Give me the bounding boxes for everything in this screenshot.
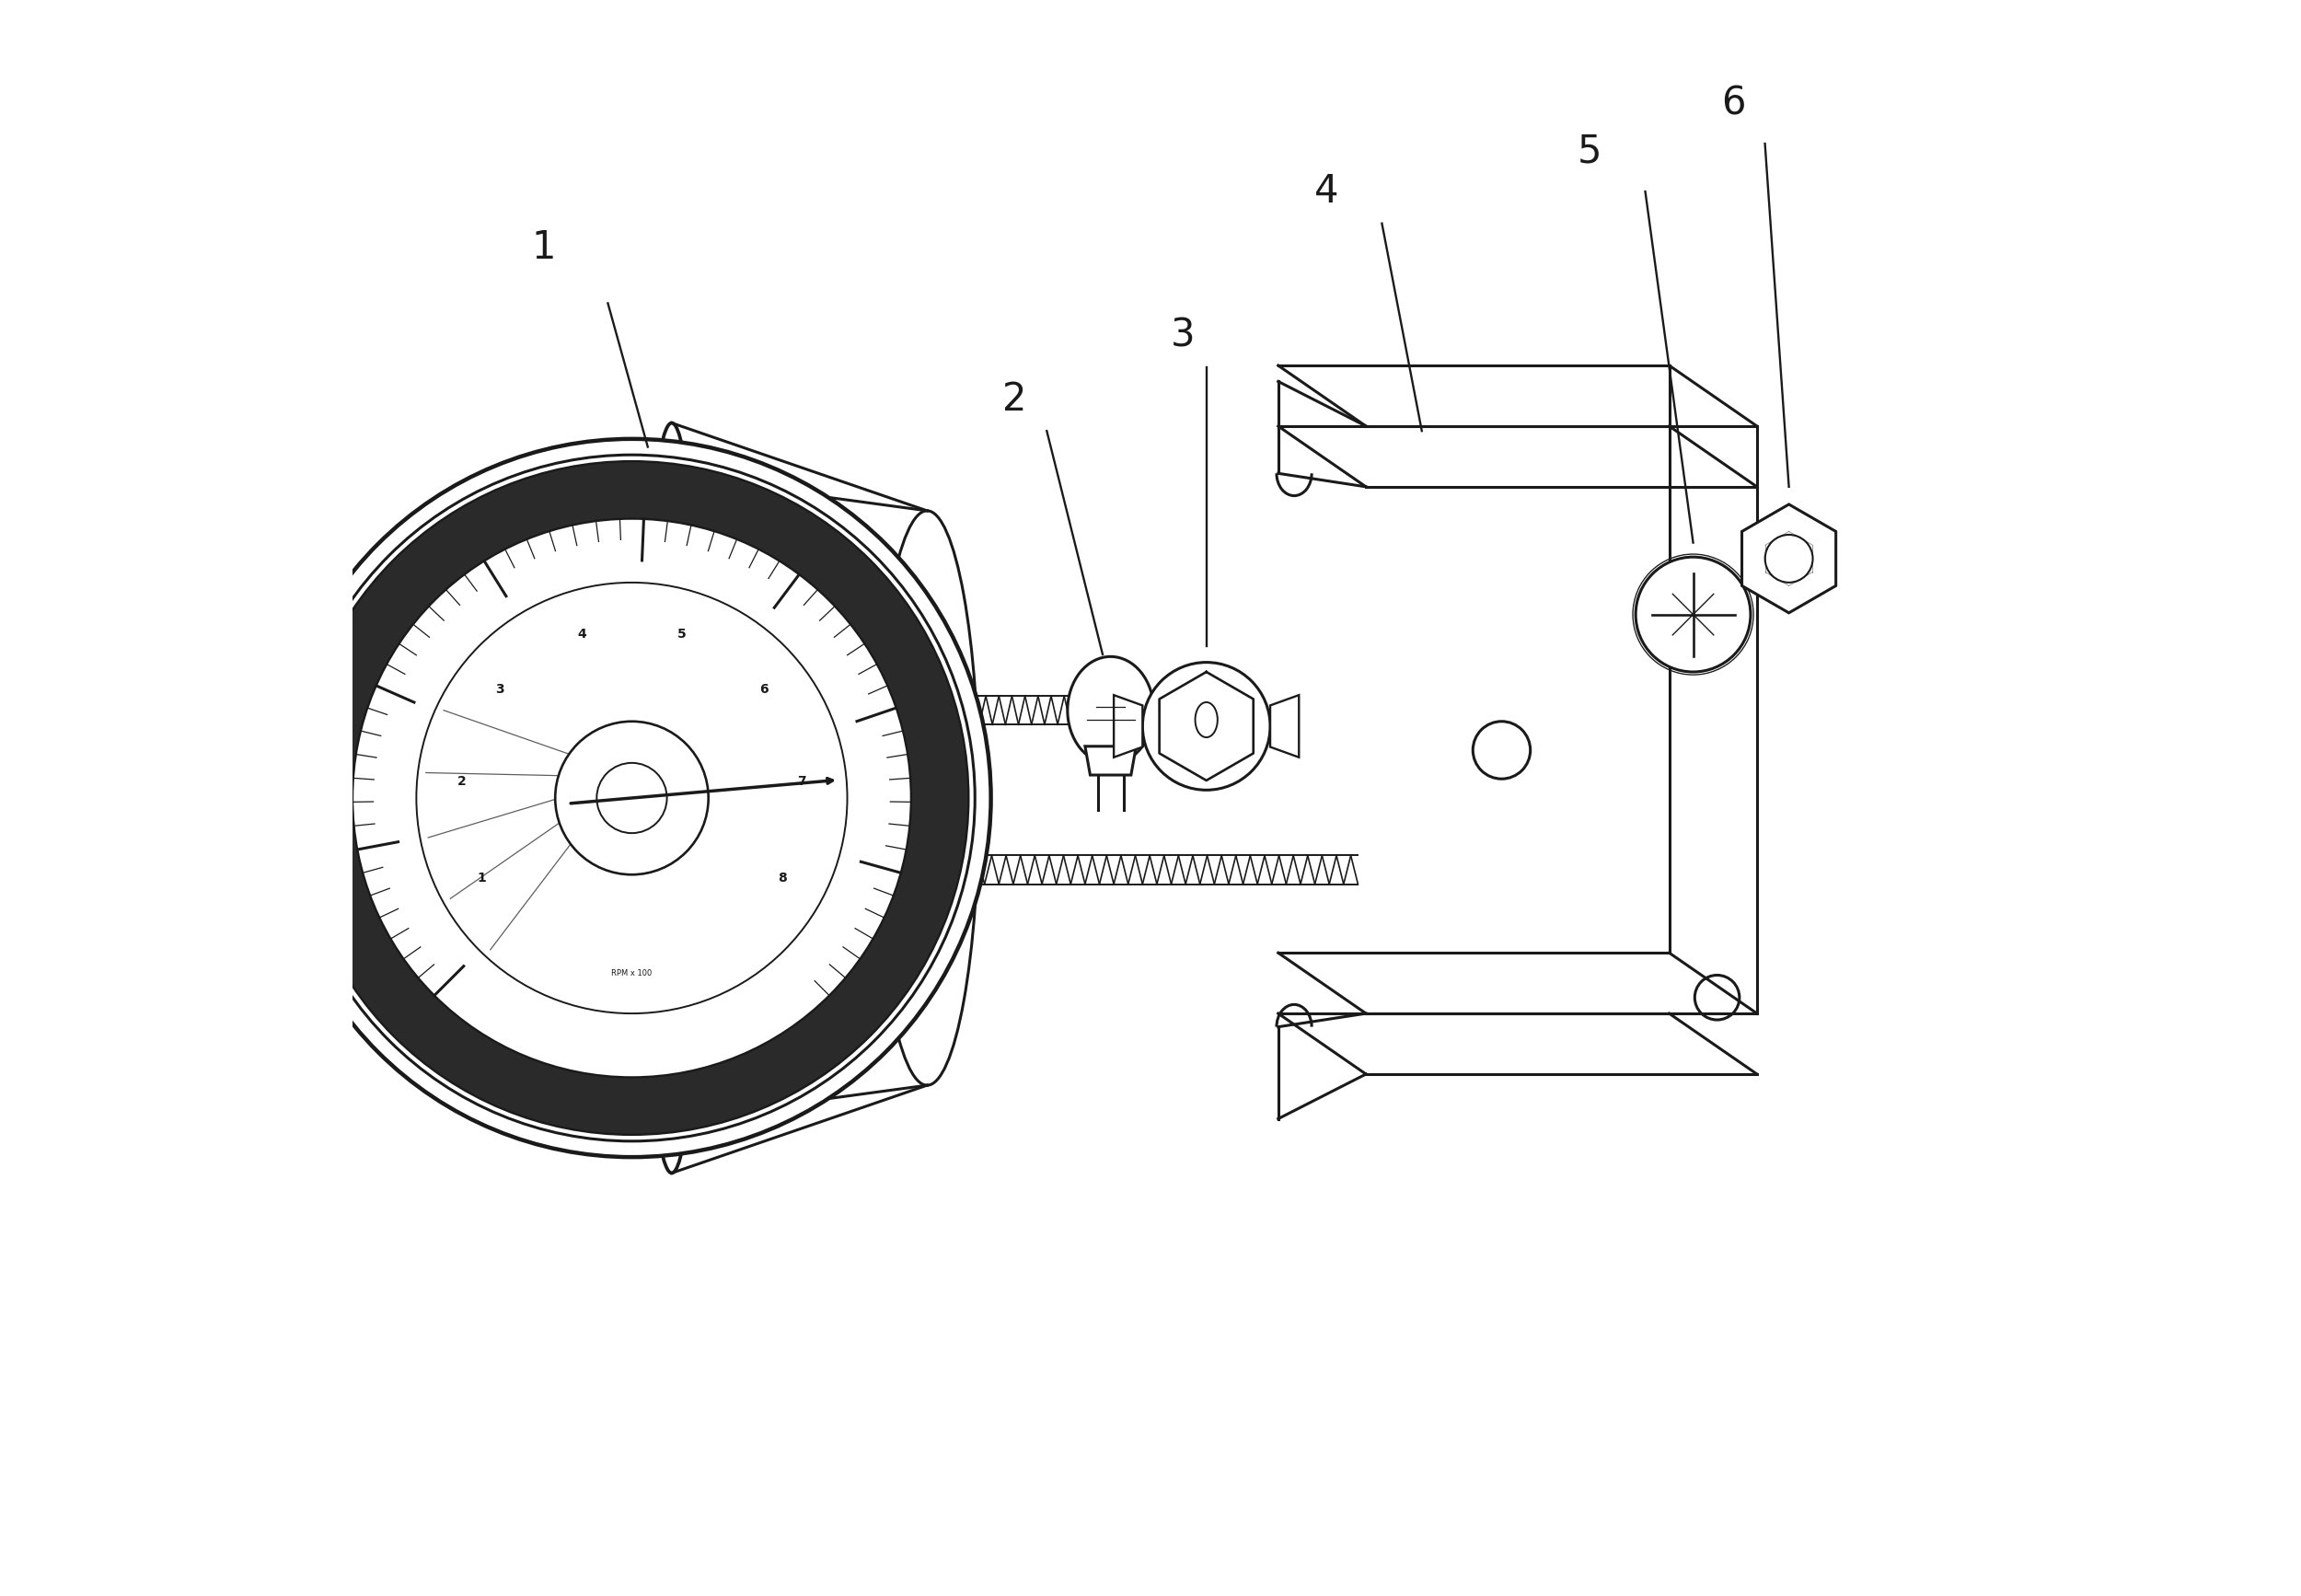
Polygon shape [1114, 696, 1144, 758]
Circle shape [274, 439, 992, 1157]
Circle shape [555, 721, 709, 875]
Circle shape [295, 461, 969, 1135]
Text: 4: 4 [578, 629, 587, 642]
Polygon shape [1742, 504, 1836, 613]
Circle shape [416, 583, 847, 1013]
Text: 5: 5 [1576, 132, 1601, 171]
Text: 3: 3 [495, 683, 504, 696]
Circle shape [1144, 662, 1270, 790]
Text: 1: 1 [476, 871, 486, 884]
Text: 3: 3 [1171, 316, 1194, 354]
Text: 1: 1 [532, 228, 557, 267]
Polygon shape [1086, 747, 1137, 776]
Ellipse shape [874, 511, 978, 1085]
Text: 6: 6 [1721, 85, 1744, 123]
Circle shape [596, 763, 667, 833]
Polygon shape [1270, 696, 1300, 758]
Circle shape [1636, 557, 1751, 672]
Text: 4: 4 [1314, 172, 1339, 211]
Text: 2: 2 [458, 774, 467, 788]
Text: 5: 5 [676, 629, 686, 642]
Ellipse shape [1068, 656, 1153, 764]
Text: RPM x 100: RPM x 100 [612, 969, 651, 978]
Text: 8: 8 [778, 871, 787, 884]
Text: 6: 6 [759, 683, 769, 696]
Circle shape [352, 519, 911, 1077]
Text: 2: 2 [1003, 380, 1026, 418]
Circle shape [288, 455, 976, 1141]
Text: 7: 7 [798, 774, 805, 788]
